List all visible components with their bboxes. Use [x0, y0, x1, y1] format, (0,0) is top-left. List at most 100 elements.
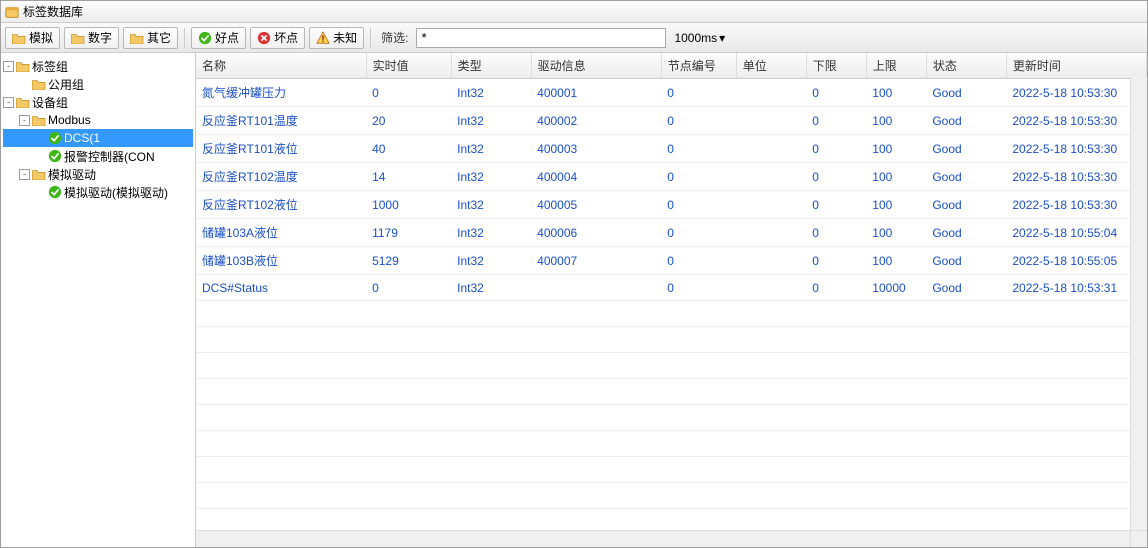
interval-dropdown[interactable]: 1000ms▾ — [674, 31, 725, 45]
cell-node: 0 — [661, 191, 736, 219]
column-header-type[interactable]: 类型 — [451, 53, 531, 79]
cell-empty — [196, 483, 366, 509]
table-row[interactable]: 储罐103B液位5129Int3240000700100Good2022-5-1… — [196, 247, 1147, 275]
cell-unit — [736, 191, 806, 219]
tree-sim-drv-item[interactable]: 模拟驱动(模拟驱动) — [3, 183, 193, 201]
other-button[interactable]: 其它 — [123, 27, 178, 49]
column-header-high[interactable]: 上限 — [866, 53, 926, 79]
column-header-value[interactable]: 实时值 — [366, 53, 451, 79]
cell-empty — [926, 327, 1006, 353]
cell-empty — [736, 301, 806, 327]
filter-input[interactable] — [416, 28, 666, 48]
cell-node: 0 — [661, 163, 736, 191]
folder-icon — [71, 31, 85, 45]
column-header-drv[interactable]: 驱动信息 — [531, 53, 661, 79]
cell-value: 20 — [366, 107, 451, 135]
table-row-empty — [196, 379, 1147, 405]
tree-tag-group[interactable]: - 标签组 — [3, 57, 193, 75]
table-row[interactable]: 氮气缓冲罐压力0Int3240000100100Good2022-5-18 10… — [196, 79, 1147, 107]
horizontal-scrollbar[interactable] — [196, 530, 1130, 547]
cell-empty — [1006, 483, 1146, 509]
cell-name: 氮气缓冲罐压力 — [196, 79, 366, 107]
cell-empty — [661, 483, 736, 509]
cell-empty — [1006, 431, 1146, 457]
cell-empty — [866, 353, 926, 379]
table-row[interactable]: 反应釜RT101液位40Int3240000300100Good2022-5-1… — [196, 135, 1147, 163]
cell-empty — [736, 405, 806, 431]
cell-empty — [866, 327, 926, 353]
cell-empty — [366, 483, 451, 509]
tree-dcs[interactable]: DCS(1 — [3, 129, 193, 147]
toolbar-button-label: 好点 — [215, 29, 239, 46]
cell-time: 2022-5-18 10:53:30 — [1006, 163, 1146, 191]
cell-empty — [736, 379, 806, 405]
cell-high: 100 — [866, 247, 926, 275]
good-button[interactable]: 好点 — [191, 27, 246, 49]
cell-name: 反应釜RT101温度 — [196, 107, 366, 135]
cell-empty — [736, 457, 806, 483]
cell-time: 2022-5-18 10:53:30 — [1006, 79, 1146, 107]
cell-status: Good — [926, 275, 1006, 301]
sim-button[interactable]: 模拟 — [5, 27, 60, 49]
tree-toggle[interactable]: - — [3, 61, 14, 72]
cell-unit — [736, 135, 806, 163]
check-icon — [198, 31, 212, 45]
tree-node-label: Modbus — [48, 113, 91, 127]
column-header-status[interactable]: 状态 — [926, 53, 1006, 79]
cell-status: Good — [926, 163, 1006, 191]
cell-value: 0 — [366, 79, 451, 107]
cell-value: 1000 — [366, 191, 451, 219]
cell-name: 储罐103B液位 — [196, 247, 366, 275]
column-header-low[interactable]: 下限 — [806, 53, 866, 79]
tree-toggle[interactable]: - — [3, 97, 14, 108]
column-header-unit[interactable]: 单位 — [736, 53, 806, 79]
cell-empty — [531, 483, 661, 509]
cell-empty — [451, 379, 531, 405]
cell-empty — [866, 483, 926, 509]
cell-empty — [196, 327, 366, 353]
table-row[interactable]: 反应釜RT102温度14Int3240000400100Good2022-5-1… — [196, 163, 1147, 191]
vertical-scrollbar[interactable] — [1130, 77, 1147, 530]
cell-empty — [806, 457, 866, 483]
unknown-button[interactable]: 未知 — [309, 27, 364, 49]
cell-empty — [451, 353, 531, 379]
tree-device-group[interactable]: - 设备组 — [3, 93, 193, 111]
table-row[interactable]: 储罐103A液位1179Int3240000600100Good2022-5-1… — [196, 219, 1147, 247]
tree-modbus[interactable]: - Modbus — [3, 111, 193, 129]
cell-empty — [531, 301, 661, 327]
toolbar-button-label: 未知 — [333, 29, 357, 46]
tree-public-group[interactable]: 公用组 — [3, 75, 193, 93]
digit-button[interactable]: 数字 — [64, 27, 119, 49]
tree-toggle — [35, 151, 46, 162]
cell-empty — [661, 431, 736, 457]
column-header-time[interactable]: 更新时间 — [1006, 53, 1146, 79]
tree-toggle[interactable]: - — [19, 115, 30, 126]
cell-high: 100 — [866, 219, 926, 247]
cell-empty — [1006, 379, 1146, 405]
toolbar-sep — [370, 28, 371, 48]
cell-drv — [531, 275, 661, 301]
cell-node: 0 — [661, 219, 736, 247]
bad-button[interactable]: 坏点 — [250, 27, 305, 49]
titlebar: 标签数据库 — [1, 1, 1147, 23]
tree-toggle[interactable]: - — [19, 169, 30, 180]
tree-node-label: 标签组 — [32, 58, 68, 75]
table-row[interactable]: DCS#Status0Int320010000Good2022-5-18 10:… — [196, 275, 1147, 301]
cell-time: 2022-5-18 10:53:31 — [1006, 275, 1146, 301]
tree-node-label: 设备组 — [32, 94, 68, 111]
cell-unit — [736, 219, 806, 247]
cell-type: Int32 — [451, 163, 531, 191]
cell-status: Good — [926, 247, 1006, 275]
table-row[interactable]: 反应釜RT102液位1000Int3240000500100Good2022-5… — [196, 191, 1147, 219]
tree-sim-drv[interactable]: -模拟驱动 — [3, 165, 193, 183]
tree-alarm[interactable]: 报警控制器(CON — [3, 147, 193, 165]
column-header-name[interactable]: 名称 — [196, 53, 366, 79]
column-header-node[interactable]: 节点编号 — [661, 53, 736, 79]
cell-empty — [866, 405, 926, 431]
table-row[interactable]: 反应釜RT101温度20Int3240000200100Good2022-5-1… — [196, 107, 1147, 135]
cell-empty — [1006, 405, 1146, 431]
toolbar-button-label: 数字 — [88, 29, 112, 46]
table-row-empty — [196, 353, 1147, 379]
cell-empty — [196, 353, 366, 379]
cell-empty — [451, 327, 531, 353]
